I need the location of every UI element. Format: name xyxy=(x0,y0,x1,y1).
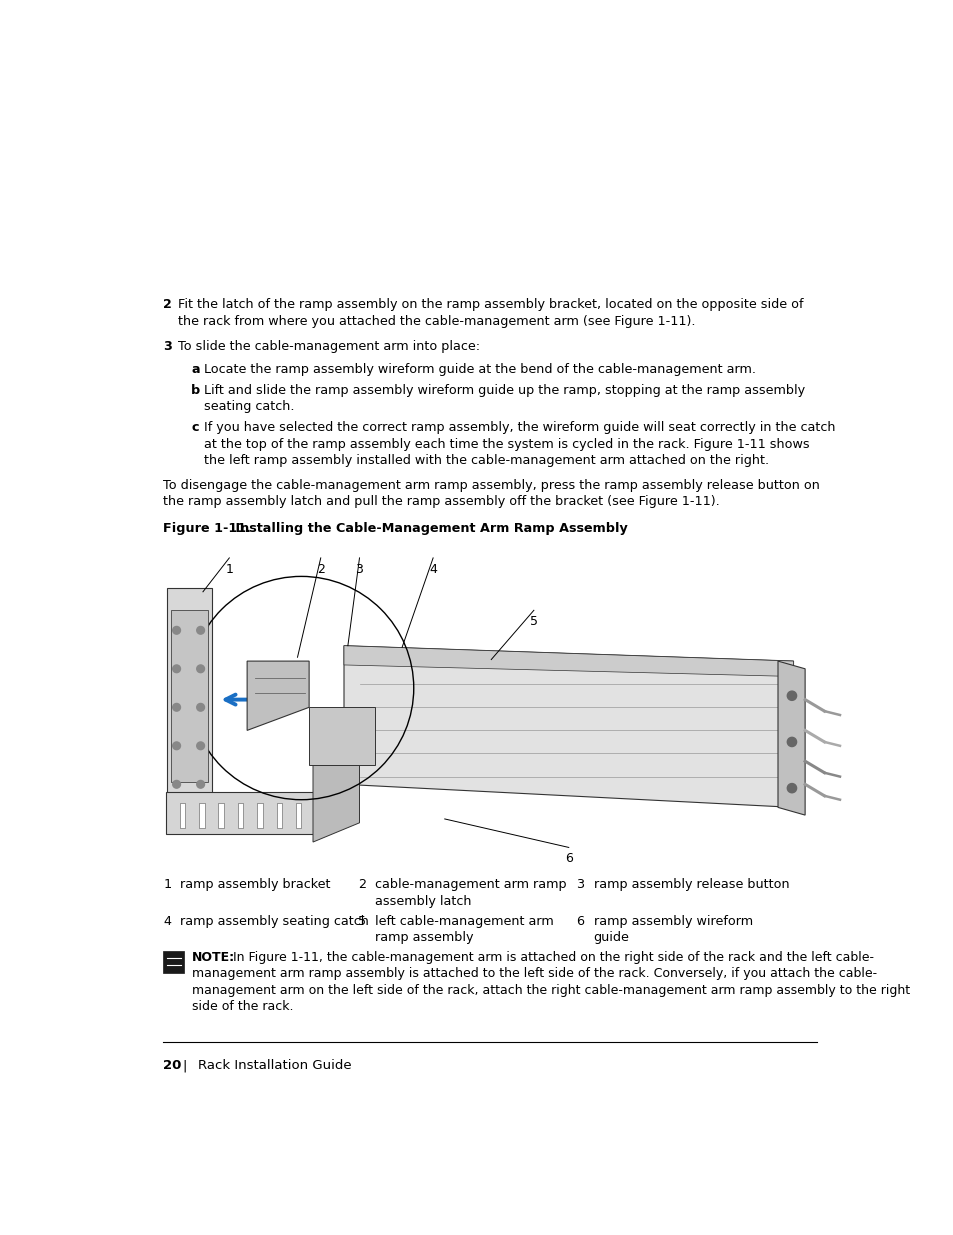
Text: b: b xyxy=(192,384,200,396)
Circle shape xyxy=(172,704,180,711)
Text: 2: 2 xyxy=(163,299,172,311)
Text: the left ramp assembly installed with the cable-management arm attached on the r: the left ramp assembly installed with th… xyxy=(204,454,769,467)
Text: 6: 6 xyxy=(564,852,572,864)
Text: 4: 4 xyxy=(163,915,172,927)
Polygon shape xyxy=(247,661,309,730)
Circle shape xyxy=(172,626,180,634)
Circle shape xyxy=(196,742,204,750)
Text: 5: 5 xyxy=(357,915,366,927)
Text: Fit the latch of the ramp assembly on the ramp assembly bracket, located on the : Fit the latch of the ramp assembly on th… xyxy=(178,299,802,311)
Text: 2: 2 xyxy=(316,562,324,576)
FancyBboxPatch shape xyxy=(179,803,185,827)
FancyBboxPatch shape xyxy=(257,803,262,827)
Text: the ramp assembly latch and pull the ramp assembly off the bracket (see Figure 1: the ramp assembly latch and pull the ram… xyxy=(163,495,720,509)
Text: 20: 20 xyxy=(163,1060,182,1072)
Circle shape xyxy=(196,781,204,788)
Text: To slide the cable-management arm into place:: To slide the cable-management arm into p… xyxy=(178,340,479,352)
Text: 1: 1 xyxy=(225,562,233,576)
Polygon shape xyxy=(344,646,793,808)
FancyBboxPatch shape xyxy=(276,803,282,827)
Text: 3: 3 xyxy=(163,340,172,352)
Text: Installing the Cable-Management Arm Ramp Assembly: Installing the Cable-Management Arm Ramp… xyxy=(221,522,627,536)
FancyBboxPatch shape xyxy=(218,803,224,827)
Text: Locate the ramp assembly wireform guide at the bend of the cable-management arm.: Locate the ramp assembly wireform guide … xyxy=(204,363,756,375)
Circle shape xyxy=(196,704,204,711)
Text: Rack Installation Guide: Rack Installation Guide xyxy=(198,1060,352,1072)
Circle shape xyxy=(196,626,204,634)
Text: the rack from where you attached the cable-management arm (see Figure 1-11).: the rack from where you attached the cab… xyxy=(178,315,695,329)
Circle shape xyxy=(172,664,180,673)
Text: 4: 4 xyxy=(429,562,436,576)
Text: management arm on the left side of the rack, attach the right cable-management a: management arm on the left side of the r… xyxy=(192,983,909,997)
Text: |: | xyxy=(183,1060,187,1072)
FancyBboxPatch shape xyxy=(163,951,184,973)
Text: cable-management arm ramp: cable-management arm ramp xyxy=(375,878,566,892)
Text: If you have selected the correct ramp assembly, the wireform guide will seat cor: If you have selected the correct ramp as… xyxy=(204,421,835,433)
Text: ramp assembly: ramp assembly xyxy=(375,931,473,945)
Text: 1: 1 xyxy=(163,878,172,892)
Text: 2: 2 xyxy=(357,878,366,892)
FancyBboxPatch shape xyxy=(295,803,301,827)
Text: Figure 1-11.: Figure 1-11. xyxy=(163,522,251,536)
Text: ramp assembly release button: ramp assembly release button xyxy=(593,878,788,892)
Circle shape xyxy=(172,742,180,750)
Text: ramp assembly bracket: ramp assembly bracket xyxy=(180,878,331,892)
Text: NOTE:: NOTE: xyxy=(192,951,235,965)
Text: 6: 6 xyxy=(576,915,584,927)
Text: management arm ramp assembly is attached to the left side of the rack. Conversel: management arm ramp assembly is attached… xyxy=(192,967,877,981)
FancyBboxPatch shape xyxy=(237,803,243,827)
Text: c: c xyxy=(192,421,198,433)
Circle shape xyxy=(196,664,204,673)
Text: seating catch.: seating catch. xyxy=(204,400,294,414)
Circle shape xyxy=(786,783,796,793)
FancyBboxPatch shape xyxy=(171,610,208,782)
Circle shape xyxy=(786,692,796,700)
Text: ramp assembly seating catch: ramp assembly seating catch xyxy=(180,915,369,927)
Polygon shape xyxy=(778,661,804,815)
Polygon shape xyxy=(313,764,359,842)
Text: 3: 3 xyxy=(576,878,584,892)
Text: side of the rack.: side of the rack. xyxy=(192,1000,294,1013)
FancyBboxPatch shape xyxy=(199,803,204,827)
Text: at the top of the ramp assembly each time the system is cycled in the rack. Figu: at the top of the ramp assembly each tim… xyxy=(204,437,809,451)
Text: left cable-management arm: left cable-management arm xyxy=(375,915,553,927)
Circle shape xyxy=(172,781,180,788)
Text: In Figure 1-11, the cable-management arm is attached on the right side of the ra: In Figure 1-11, the cable-management arm… xyxy=(233,951,873,965)
FancyBboxPatch shape xyxy=(166,792,320,835)
Polygon shape xyxy=(309,708,375,764)
Text: ramp assembly wireform: ramp assembly wireform xyxy=(593,915,752,927)
Text: assembly latch: assembly latch xyxy=(375,895,471,908)
Text: a: a xyxy=(192,363,200,375)
Text: guide: guide xyxy=(593,931,629,945)
FancyBboxPatch shape xyxy=(167,588,212,804)
Text: To disengage the cable-management arm ramp assembly, press the ramp assembly rel: To disengage the cable-management arm ra… xyxy=(163,479,820,492)
Text: 3: 3 xyxy=(355,562,363,576)
Circle shape xyxy=(786,737,796,747)
Polygon shape xyxy=(344,646,793,677)
Text: 5: 5 xyxy=(529,615,537,627)
Text: Lift and slide the ramp assembly wireform guide up the ramp, stopping at the ram: Lift and slide the ramp assembly wirefor… xyxy=(204,384,804,396)
